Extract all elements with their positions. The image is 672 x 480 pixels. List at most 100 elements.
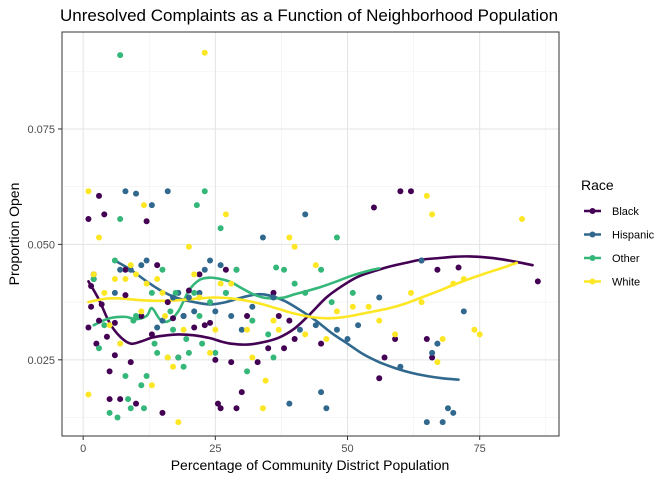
point-white [185,243,192,250]
point-white [96,234,103,241]
point-hispanic [164,188,171,195]
point-hispanic [201,266,208,273]
point-other [130,317,137,324]
point-black [265,345,272,352]
point-white [196,294,203,301]
legend-key-point [589,255,596,261]
point-black [106,396,113,403]
point-black [127,359,134,366]
legend-label: Other [612,253,640,265]
point-black [96,317,103,324]
y-tick-label: 0.075 [27,124,55,136]
point-white [286,234,293,241]
point-hispanic [207,257,214,264]
point-hispanic [450,409,457,416]
point-other [159,266,166,273]
point-white [212,326,219,333]
x-tick-label: 50 [341,443,353,455]
point-white [140,202,147,209]
point-black [117,396,124,403]
legend-item-hispanic: Hispanic [584,230,655,242]
point-white [312,262,319,269]
point-hispanic [196,289,203,296]
point-hispanic [180,312,187,319]
chart-title: Unresolved Complaints as a Function of N… [60,6,558,25]
point-white [349,303,356,310]
point-white [133,271,140,278]
point-white [138,308,145,315]
point-hispanic [270,294,277,301]
legend-key-point [589,278,596,285]
point-black [254,359,261,366]
point-other [154,349,161,356]
point-white [262,377,269,384]
point-white [127,262,134,269]
y-axis-title: Proportion Open [6,183,22,286]
point-black [111,352,118,359]
point-white [439,336,446,343]
point-other [172,289,179,296]
point-black [318,340,325,347]
point-black [143,218,150,225]
point-black [85,215,92,222]
point-other [117,215,124,222]
point-black [93,340,100,347]
point-other [222,289,229,296]
point-other [193,202,200,209]
point-other [138,382,145,389]
point-hispanic [439,419,446,426]
point-white [333,308,340,315]
point-black [164,299,171,306]
point-black [423,336,430,343]
point-hispanic [249,303,256,310]
point-white [302,331,309,338]
point-other [167,308,174,315]
point-hispanic [302,211,309,218]
point-white [143,280,150,287]
plot-panel [62,32,559,436]
point-hispanic [217,262,224,269]
point-white [191,271,198,278]
point-hispanic [170,294,177,301]
point-hispanic [344,336,351,343]
point-other [265,331,272,338]
point-other [90,276,97,283]
point-hispanic [423,419,430,426]
point-black [170,315,177,322]
point-other [349,289,356,296]
point-black [434,266,441,273]
point-white [275,326,282,333]
point-black [159,409,166,416]
point-white [106,322,113,329]
legend-label: Black [612,206,639,218]
x-tick-label: 0 [80,443,86,455]
point-other [333,234,340,241]
point-black [275,312,282,319]
point-black [370,204,377,211]
point-black [291,336,298,343]
point-white [291,243,298,250]
point-black [154,262,161,269]
point-white [476,331,483,338]
point-other [328,299,335,306]
point-black [98,301,105,308]
point-black [286,317,293,324]
point-black [270,289,277,296]
point-hispanic [418,257,425,264]
point-white [460,276,467,283]
point-other [281,266,288,273]
point-white [244,326,251,333]
point-black [138,312,145,319]
point-white [201,49,208,56]
point-other [201,188,208,195]
point-other [196,312,203,319]
point-white [407,289,414,296]
point-hispanic [434,340,441,347]
point-black [88,282,95,289]
point-hispanic [286,400,293,407]
point-black [122,292,129,299]
legend-label: White [612,277,640,289]
point-black [281,345,288,352]
point-black [101,211,108,218]
